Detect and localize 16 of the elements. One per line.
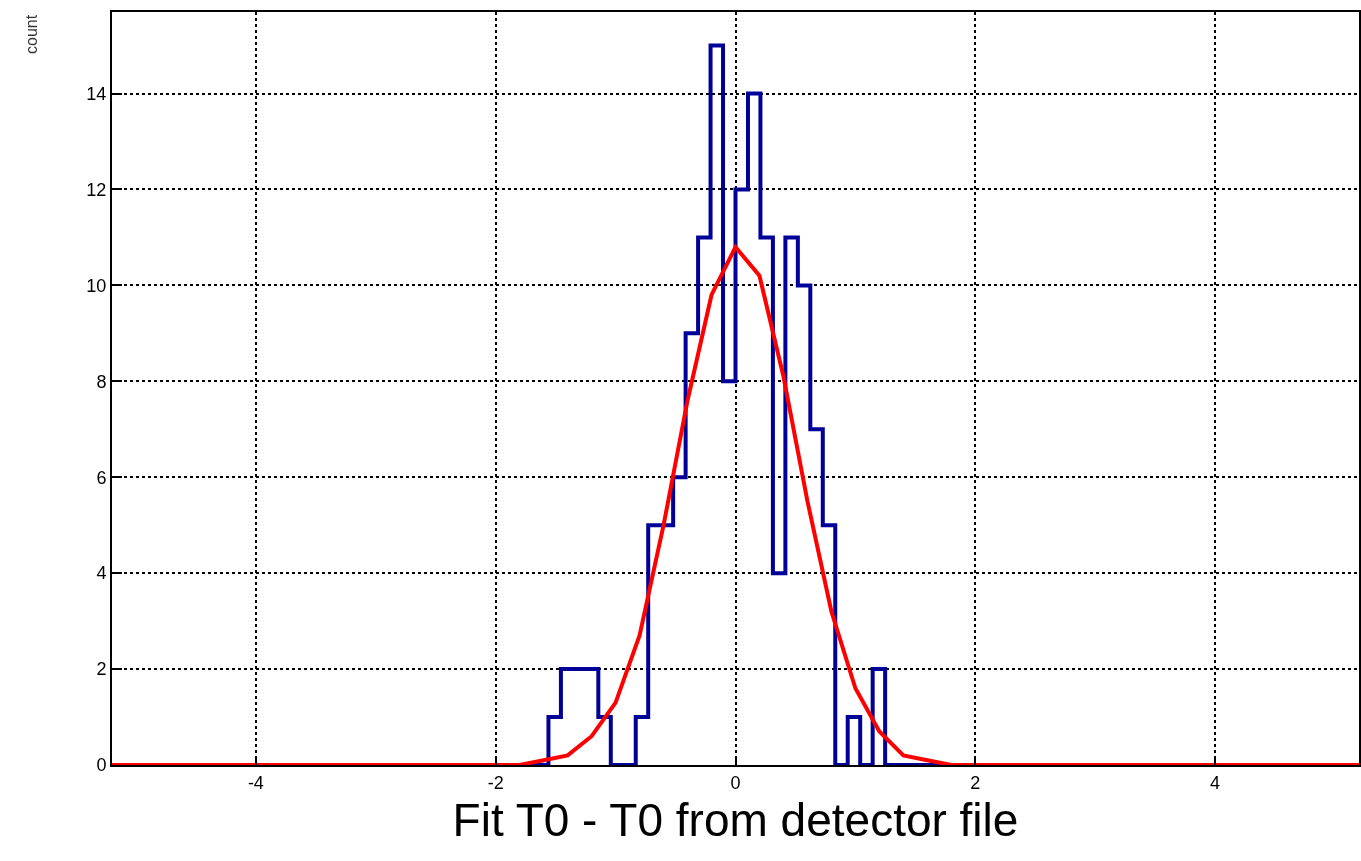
x-axis-title: Fit T0 - T0 from detector file [452, 793, 1019, 846]
x-tick-label: -2 [487, 772, 504, 793]
y-tick-label: 4 [96, 563, 107, 584]
y-tick-label: 6 [96, 467, 107, 488]
y-tick-label: 8 [96, 371, 107, 392]
y-tick-label: 12 [86, 179, 107, 200]
y-axis-title: count [22, 14, 40, 54]
x-tick-label: -4 [247, 772, 264, 793]
y-tick-label: 2 [96, 659, 107, 680]
line-series [112, 245, 1359, 765]
x-tick-label: 0 [730, 772, 741, 793]
x-tick-label: 2 [970, 772, 981, 793]
x-tick-label: 4 [1210, 772, 1221, 793]
y-tick-label: 10 [86, 275, 107, 296]
y-tick-label: 14 [86, 83, 107, 104]
y-tick-label: 0 [96, 755, 107, 776]
